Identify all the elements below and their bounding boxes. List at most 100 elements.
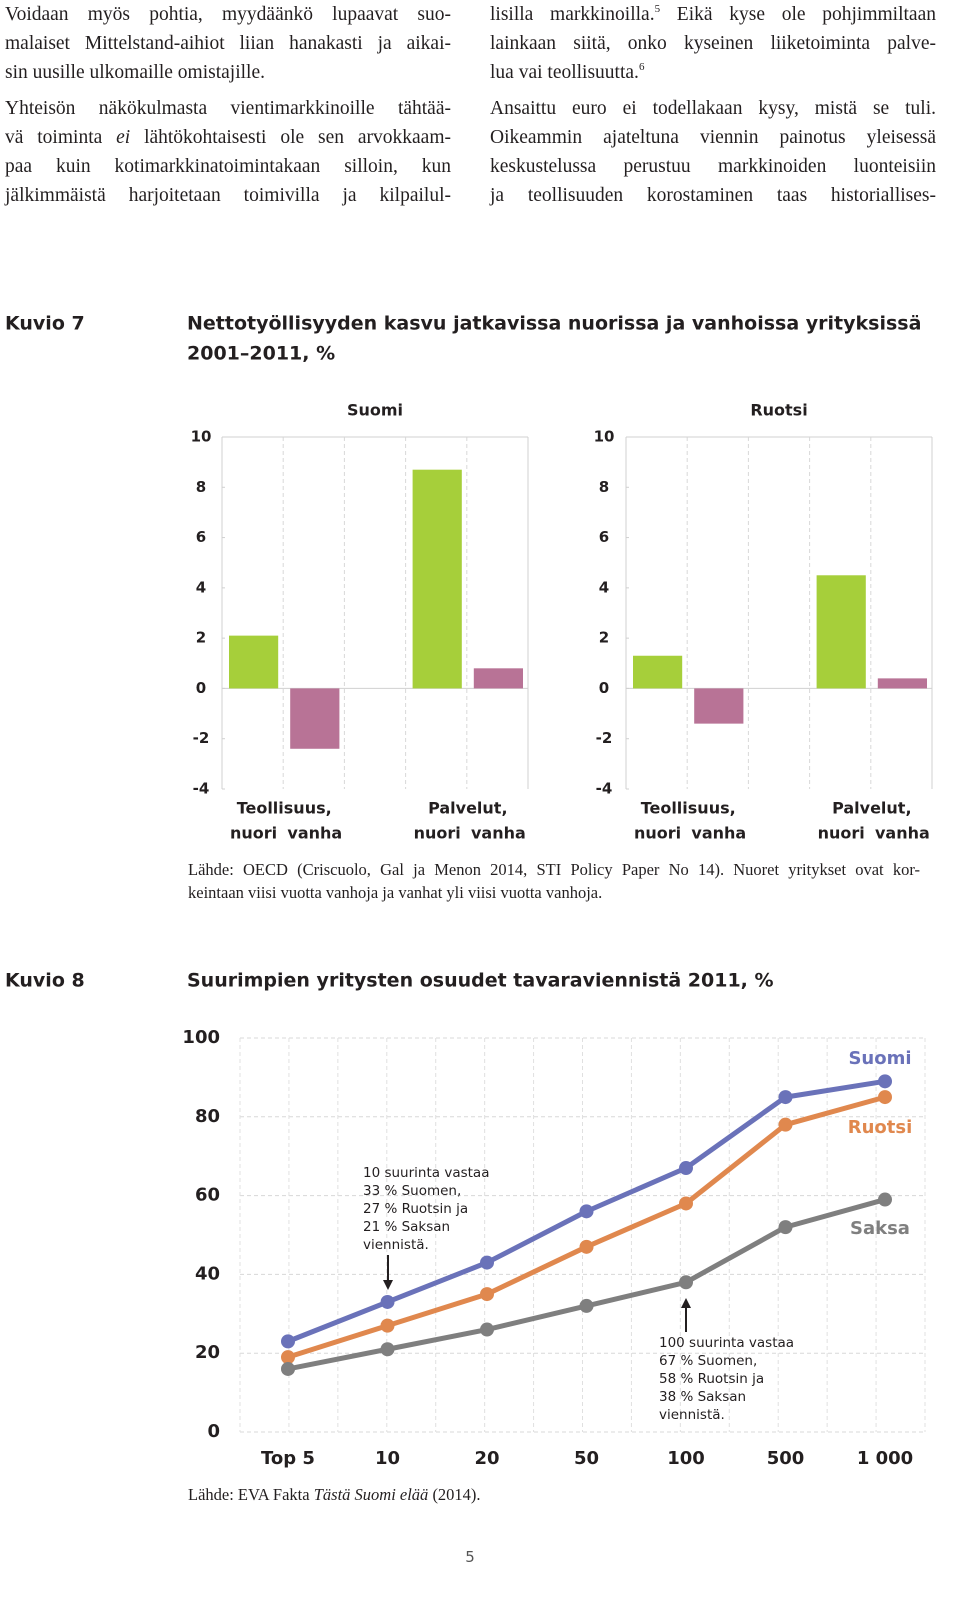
x-tick-label: vanha <box>287 824 342 843</box>
text-run: lua vai teollisuutta. <box>490 62 639 83</box>
point <box>579 1298 594 1313</box>
point <box>679 1196 693 1211</box>
y-tick-label: 40 <box>195 1263 220 1284</box>
point <box>480 1322 494 1337</box>
text-line: vä toiminta ei lähtökohtaisesti ole sen … <box>5 123 451 152</box>
point <box>878 1192 892 1207</box>
group-label: Palvelut, <box>832 799 911 818</box>
annotation: viennistä. <box>363 1237 429 1253</box>
x-tick-label: 10 <box>375 1448 400 1469</box>
text-line: sin uusille ulkomaille omistajille. <box>5 62 265 83</box>
text-run: Tästä Suomi elää <box>313 1485 429 1504</box>
annotation-arrowhead <box>383 1280 393 1290</box>
point <box>878 1074 892 1089</box>
figure-title: Suurimpien yritysten osuudet tavaravienn… <box>187 970 774 992</box>
text-line: Yhteisön näkökulmasta vientimarkkinoille… <box>5 98 451 119</box>
series-label: Suomi <box>848 1048 911 1069</box>
y-tick-label: -4 <box>596 780 613 798</box>
figure-title: Nettotyöllisyyden kasvu jatkavissa nuori… <box>187 313 921 335</box>
text-line: lua vai teollisuutta.6 <box>490 58 936 87</box>
annotation-arrowhead <box>681 1298 691 1308</box>
point <box>679 1161 693 1176</box>
x-tick-label: vanha <box>471 824 526 843</box>
text-run: Lähde: EVA Fakta <box>188 1485 314 1504</box>
text-run: Eikä kyse ole pohjimmiltaan <box>660 4 936 25</box>
bar <box>694 688 744 724</box>
y-tick-label: 4 <box>599 578 609 596</box>
y-tick-label: -2 <box>596 729 613 747</box>
point <box>679 1275 693 1290</box>
point <box>778 1220 793 1235</box>
text-run: vä toiminta <box>5 127 117 148</box>
y-tick-label: 0 <box>599 679 609 697</box>
x-tick-label: vanha <box>875 824 930 843</box>
group-label: Palvelut, <box>428 799 507 818</box>
y-tick-label: 0 <box>196 679 206 697</box>
bar <box>290 688 340 749</box>
page-number: 5 <box>465 1548 475 1566</box>
figure-title: 2001–2011, % <box>187 343 335 365</box>
text-column: Voidaan myös pohtia, myydäänkö lupaavat … <box>5 0 451 210</box>
text-column: lisilla markkinoilla.5 Eikä kyse ole poh… <box>490 0 936 210</box>
y-tick-label: 2 <box>196 629 206 647</box>
point <box>778 1090 793 1105</box>
point <box>480 1255 494 1270</box>
figure-label: Kuvio 8 <box>5 970 85 992</box>
annotation: 27 % Ruotsin ja <box>363 1201 468 1217</box>
x-tick-label: vanha <box>691 824 746 843</box>
point <box>380 1318 395 1333</box>
x-tick-label: 1 000 <box>857 1448 913 1469</box>
series-label: Saksa <box>850 1218 910 1239</box>
figure-source: Lähde: EVA Fakta Tästä Suomi elää (2014)… <box>188 1483 920 1506</box>
text-line: lainkaan siitä, onko kyseinen liiketoimi… <box>490 33 936 54</box>
figure-label: Kuvio 7 <box>5 313 85 335</box>
footnote-ref: 5 <box>654 3 661 15</box>
text-line: jälkimmäistä harjoitetaan toimivilla ja … <box>5 185 451 206</box>
x-tick-label: 50 <box>574 1448 599 1469</box>
text-line: Voidaan myös pohtia, myydäänkö lupaavat … <box>5 4 451 25</box>
annotation: 58 % Ruotsin ja <box>659 1371 764 1387</box>
annotation: 33 % Suomen, <box>363 1183 461 1199</box>
footnote-ref: 6 <box>638 61 645 73</box>
text-line: lisilla markkinoilla.5 Eikä kyse ole poh… <box>490 0 936 29</box>
x-tick-label: 20 <box>474 1448 499 1469</box>
annotation: 100 suurinta vastaa <box>659 1335 794 1351</box>
y-tick-label: -4 <box>193 780 210 798</box>
bar <box>412 469 462 689</box>
point <box>380 1294 395 1309</box>
x-tick-label: 100 <box>667 1448 705 1469</box>
group-label: Teollisuus, <box>237 799 332 818</box>
bar <box>877 678 927 689</box>
text-run: lisilla markkinoilla. <box>490 4 655 25</box>
y-tick-label: 10 <box>191 428 212 446</box>
y-tick-label: -2 <box>193 729 210 747</box>
text-run: ei <box>116 127 131 148</box>
point <box>878 1090 892 1105</box>
text-line: malaiset Mittelstand-aihiot liian hanaka… <box>5 33 451 54</box>
annotation: 10 suurinta vastaa <box>363 1165 489 1181</box>
bar <box>633 655 683 689</box>
bar <box>816 575 866 689</box>
y-tick-label: 60 <box>195 1185 220 1206</box>
text-line: paa kuin kotimarkkinatoimintakaan silloi… <box>5 156 451 177</box>
y-tick-label: 6 <box>196 528 206 546</box>
bar <box>473 668 523 689</box>
text-run: (2014). <box>428 1485 481 1504</box>
text-line: keskustelussa perustuu markkinoiden luon… <box>490 156 936 177</box>
annotation: 67 % Suomen, <box>659 1353 757 1369</box>
point <box>579 1204 594 1219</box>
point <box>281 1361 295 1376</box>
x-tick-label: nuori <box>230 824 277 843</box>
point <box>778 1117 793 1132</box>
source-line: keintaan viisi vuotta vanhoja ja vanhat … <box>188 883 603 902</box>
y-tick-label: 0 <box>207 1421 220 1442</box>
y-tick-label: 100 <box>182 1027 220 1048</box>
text-line: ja teollisuuden korostaminen taas histor… <box>490 185 936 206</box>
point <box>281 1350 295 1365</box>
y-tick-label: 8 <box>196 478 206 496</box>
text-run: lähtökohtaisesti ole sen arvokkaam- <box>130 127 451 148</box>
text-line: Oikeammin ajateltuna viennin painotus yl… <box>490 127 936 148</box>
chart-title: Suomi <box>347 401 403 420</box>
figure-source: Lähde: OECD (Criscuolo, Gal ja Menon 201… <box>188 858 920 904</box>
